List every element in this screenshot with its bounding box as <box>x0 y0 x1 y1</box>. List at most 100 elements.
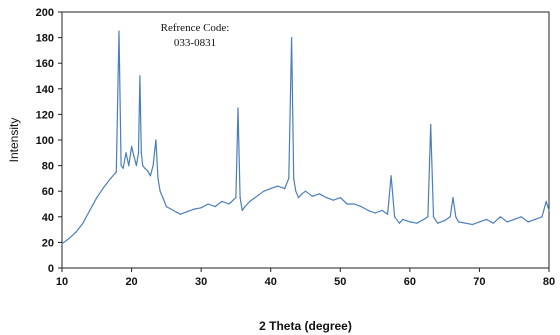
data-point <box>165 206 167 208</box>
data-point <box>455 216 457 218</box>
data-point <box>137 152 140 154</box>
y-tick-label: 60 <box>42 186 54 198</box>
y-tick-label: 120 <box>36 109 54 121</box>
y-tick-label: 0 <box>48 263 54 275</box>
data-point <box>61 243 63 245</box>
data-point <box>430 124 432 126</box>
data-point <box>221 200 223 202</box>
data-point <box>241 209 243 211</box>
y-tick-label: 80 <box>42 161 54 173</box>
data-point <box>96 197 98 199</box>
data-point <box>263 190 265 192</box>
data-point <box>270 188 272 190</box>
data-point <box>152 165 154 167</box>
data-point <box>527 221 529 223</box>
data-point <box>239 197 241 199</box>
x-tick-label: 40 <box>265 276 277 288</box>
data-point <box>122 167 124 169</box>
data-point <box>89 209 91 211</box>
data-point <box>367 209 369 211</box>
data-point <box>244 206 246 208</box>
x-axis-title: 2 Theta (degree) <box>259 319 352 333</box>
y-tick-label: 40 <box>42 212 54 224</box>
data-point <box>339 197 341 199</box>
data-point <box>485 218 487 220</box>
y-tick-label: 200 <box>36 7 54 19</box>
data-point <box>140 152 142 154</box>
data-point <box>506 221 508 223</box>
data-point <box>131 145 133 147</box>
data-point <box>68 238 70 240</box>
data-point <box>444 220 446 222</box>
data-point <box>214 206 216 208</box>
data-point <box>452 197 454 199</box>
data-point <box>437 222 439 224</box>
data-point <box>149 175 151 177</box>
data-point <box>291 37 293 39</box>
data-point <box>548 209 550 211</box>
data-point <box>478 221 480 223</box>
data-point <box>293 177 295 179</box>
data-point <box>133 154 135 156</box>
data-point <box>256 195 258 197</box>
data-point <box>304 190 307 192</box>
reference-code-value: 033-0831 <box>174 37 216 49</box>
data-point <box>155 139 157 141</box>
data-point <box>249 200 251 202</box>
data-point <box>390 175 392 177</box>
series-points <box>61 30 550 245</box>
data-point <box>193 208 195 210</box>
data-point <box>110 177 112 179</box>
data-point <box>332 199 334 201</box>
data-point <box>147 170 149 172</box>
data-point <box>545 200 547 202</box>
data-point <box>492 222 494 224</box>
data-point <box>520 216 522 218</box>
y-tick-label: 180 <box>36 33 54 45</box>
diffraction-series-line <box>61 30 550 245</box>
x-axis: 10 20 30 40 50 60 70 80 <box>56 268 555 288</box>
data-point <box>353 203 355 205</box>
data-point <box>387 213 389 215</box>
x-tick-label: 20 <box>125 276 137 288</box>
x-tick-label: 60 <box>404 276 416 288</box>
data-point <box>120 165 122 167</box>
data-point <box>82 222 84 224</box>
data-point <box>228 203 230 205</box>
data-point <box>449 216 451 218</box>
data-point <box>409 221 411 223</box>
data-point <box>144 167 146 169</box>
data-point <box>402 218 404 220</box>
data-point <box>534 218 536 220</box>
x-tick-label: 70 <box>473 276 485 288</box>
y-tick-label: 160 <box>36 58 54 70</box>
data-point <box>162 197 164 199</box>
y-tick-label: 20 <box>42 237 54 249</box>
data-point <box>325 197 327 199</box>
data-point <box>284 188 286 190</box>
data-point <box>139 75 141 77</box>
data-point <box>398 222 400 224</box>
data-point <box>471 223 474 226</box>
data-point <box>277 185 279 187</box>
x-tick-label: 80 <box>543 276 555 288</box>
data-point <box>458 221 460 223</box>
data-point <box>207 203 209 205</box>
data-point <box>374 212 376 214</box>
data-point <box>499 216 501 218</box>
x-tick-label: 50 <box>334 276 346 288</box>
y-tick-label: 100 <box>36 135 54 147</box>
data-point <box>237 107 239 109</box>
y-axis: 0 20 40 60 80 100 120 140 160 180 200 <box>36 7 62 275</box>
data-point <box>157 177 159 179</box>
data-point <box>416 222 418 224</box>
data-point <box>381 209 383 211</box>
data-point <box>513 218 515 220</box>
data-point <box>301 193 303 195</box>
data-point <box>360 206 362 208</box>
data-point <box>427 216 429 218</box>
data-point <box>125 152 127 154</box>
data-point <box>75 231 77 233</box>
data-point <box>135 165 137 167</box>
